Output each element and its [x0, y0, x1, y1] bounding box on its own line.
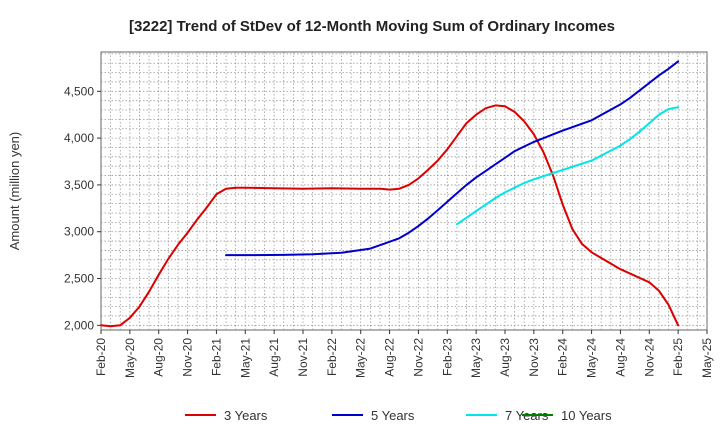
x-tick-label: Aug-20 [152, 338, 166, 377]
x-tick-label: Nov-21 [296, 338, 310, 377]
x-tick-label: Aug-22 [383, 338, 397, 377]
x-tick-label: Feb-22 [325, 338, 339, 376]
series-line-5-years [225, 60, 680, 257]
x-tick-label: May-21 [238, 338, 252, 378]
y-tick-label: 3,500 [64, 178, 94, 192]
y-axis-label: Amount (million yen) [7, 132, 22, 251]
x-tick-label: May-25 [700, 338, 714, 378]
series-line-3-years [100, 104, 680, 328]
plot-area [100, 51, 708, 331]
series-lines [100, 60, 680, 328]
x-tick-label: Nov-24 [642, 338, 656, 377]
x-tick-label: Feb-24 [556, 338, 570, 376]
y-tick-label: 2,000 [64, 318, 94, 332]
x-tick-label: Nov-23 [527, 338, 541, 377]
y-tick-label: 3,000 [64, 225, 94, 239]
legend-label-3-years: 3 Years [224, 408, 268, 423]
x-tick-label: Aug-24 [613, 338, 627, 377]
chart-title: [3222] Trend of StDev of 12-Month Moving… [129, 18, 615, 35]
y-tick-label: 4,500 [64, 84, 94, 98]
x-axis: Feb-20 May-20 Aug-20 Nov-20 Feb-21 May-21 Aug-… [94, 330, 714, 378]
y-axis: 2,000 2,500 3,000 3,500 4,000 4,500 [64, 84, 101, 332]
x-tick-label: Feb-20 [94, 338, 108, 376]
x-tick-label: Nov-20 [181, 338, 195, 377]
x-tick-label: Aug-21 [267, 338, 281, 377]
x-tick-label: Nov-22 [411, 338, 425, 377]
y-tick-label: 4,000 [64, 131, 94, 145]
legend: 3 Years 5 Years 7 Years 10 Years [185, 408, 612, 423]
x-tick-label: Feb-23 [440, 338, 454, 376]
y-tick-label: 2,500 [64, 272, 94, 286]
x-tick-label: May-24 [585, 338, 599, 378]
legend-label-10-years: 10 Years [561, 408, 612, 423]
x-tick-label: Feb-25 [671, 338, 685, 376]
grid-lines [101, 52, 707, 330]
x-tick-label: Aug-23 [498, 338, 512, 377]
legend-label-5-years: 5 Years [371, 408, 415, 423]
series-line-7-years [455, 106, 680, 226]
x-tick-label: May-22 [354, 338, 368, 378]
x-tick-label: May-23 [469, 338, 483, 378]
x-tick-label: May-20 [123, 338, 137, 378]
x-tick-label: Feb-21 [209, 338, 223, 376]
